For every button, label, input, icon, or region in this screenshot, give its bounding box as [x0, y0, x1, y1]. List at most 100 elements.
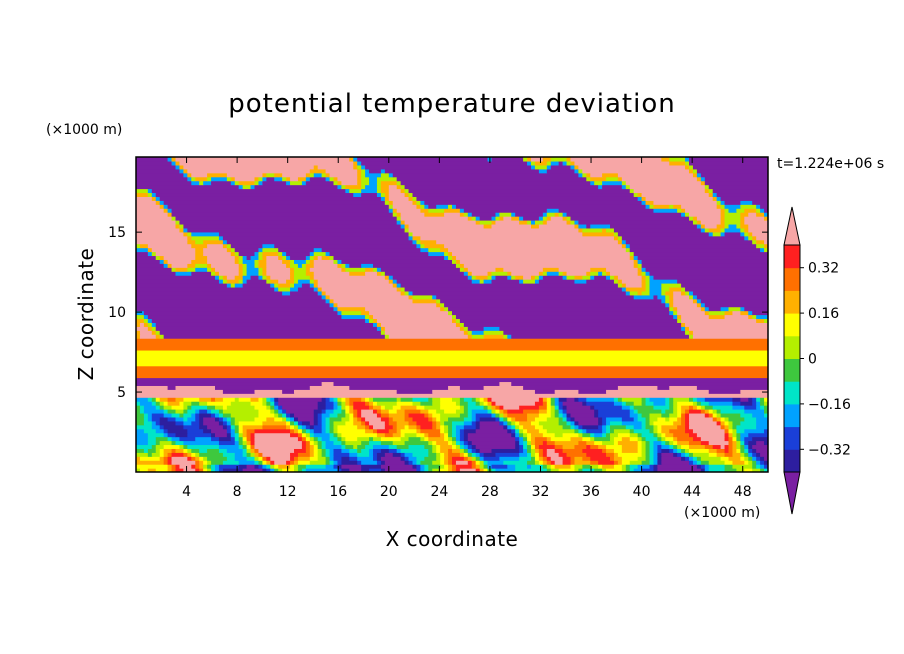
field-cell — [692, 298, 698, 304]
field-cell — [736, 223, 741, 229]
field-cell — [760, 460, 765, 465]
field-cell — [724, 420, 730, 426]
field-cell — [384, 192, 390, 197]
field-cell — [455, 204, 647, 209]
field-cell — [337, 436, 342, 442]
field-cell — [333, 460, 339, 465]
field-cell — [286, 412, 291, 418]
field-cell — [744, 220, 768, 225]
field-cell — [369, 176, 378, 182]
field-cell — [752, 460, 757, 465]
field-cell — [534, 416, 548, 422]
field-cell — [238, 279, 244, 284]
field-cell — [637, 436, 643, 442]
field-cell — [724, 310, 734, 316]
field-cell — [617, 460, 623, 465]
field-cell — [554, 460, 564, 465]
field-cell — [681, 212, 686, 217]
field-cell — [463, 405, 469, 410]
field-cell — [495, 275, 508, 280]
field-cell — [448, 251, 453, 257]
field-cell — [550, 409, 556, 414]
field-cell — [341, 409, 346, 414]
field-cell — [392, 204, 418, 209]
field-cell — [613, 448, 623, 453]
field-cell — [380, 326, 386, 331]
field-cell — [455, 322, 461, 327]
field-cell — [712, 192, 718, 197]
field-cell — [641, 401, 647, 406]
field-cell — [290, 424, 295, 430]
field-cell — [649, 290, 662, 296]
field-cell — [491, 468, 497, 472]
field-cell — [531, 432, 544, 438]
field-cell — [369, 420, 386, 426]
field-cell — [380, 330, 386, 335]
field-cell — [448, 436, 453, 442]
field-cell — [708, 192, 714, 197]
field-cell — [744, 227, 749, 233]
field-cell — [645, 448, 651, 453]
field-cell — [459, 401, 469, 406]
field-cell — [689, 294, 694, 300]
field-cell — [404, 220, 477, 225]
field-cell — [602, 468, 607, 472]
field-cell — [183, 424, 200, 430]
field-cell — [665, 416, 670, 422]
field-cell — [357, 168, 362, 174]
field-cell — [546, 436, 552, 442]
field-cell — [305, 428, 311, 434]
field-cell — [617, 440, 639, 446]
field-cell — [333, 456, 342, 461]
field-cell — [321, 247, 421, 253]
field-cell — [262, 456, 267, 461]
field-cell — [191, 231, 220, 237]
field-cell — [467, 440, 473, 446]
field-cell — [361, 310, 370, 316]
field-cell — [756, 318, 765, 323]
field-cell — [432, 420, 437, 426]
field-cell — [337, 176, 358, 182]
field-cell — [171, 212, 394, 217]
field-cell — [384, 334, 390, 339]
field-cell — [696, 385, 768, 390]
field-cell — [404, 184, 599, 190]
field-cell — [452, 440, 457, 446]
field-cell — [357, 160, 362, 166]
field-cell — [246, 436, 252, 442]
field-cell — [578, 389, 607, 394]
field-cell — [155, 200, 161, 205]
field-cell — [396, 180, 402, 186]
field-cell — [151, 322, 157, 327]
field-cell — [661, 286, 670, 292]
field-cell — [748, 310, 753, 316]
field-cell — [444, 456, 449, 461]
field-cell — [696, 302, 702, 308]
field-cell — [238, 432, 244, 438]
field-cell — [309, 436, 315, 442]
field-cell — [211, 397, 216, 402]
field-cell — [700, 227, 706, 233]
field-cell — [673, 204, 682, 209]
field-cell — [740, 456, 745, 461]
field-cell — [404, 424, 410, 430]
field-cell — [254, 184, 339, 190]
field-cell — [669, 294, 674, 300]
field-cell — [574, 424, 579, 430]
field-cell — [606, 416, 623, 422]
field-cell — [748, 314, 753, 320]
field-cell — [159, 204, 165, 209]
field-cell — [708, 460, 726, 465]
field-cell — [637, 196, 643, 201]
field-cell — [428, 204, 437, 209]
field-cell — [519, 452, 528, 457]
field-cell — [167, 401, 181, 406]
field-cell — [416, 428, 421, 434]
field-cell — [388, 279, 394, 284]
field-cell — [483, 464, 489, 469]
field-cell — [649, 444, 655, 449]
field-cell — [696, 401, 702, 406]
field-cell — [151, 330, 157, 335]
field-cell — [325, 428, 331, 434]
field-cell — [234, 247, 260, 253]
